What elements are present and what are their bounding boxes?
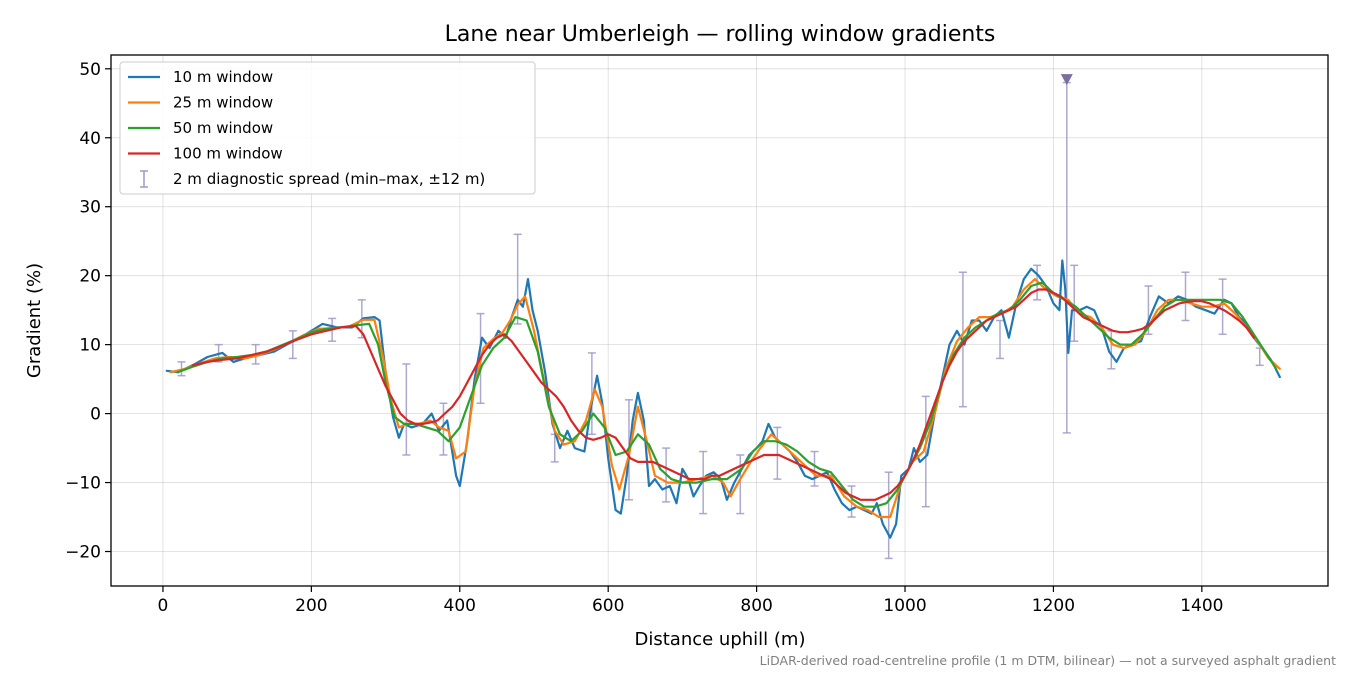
y-tick-label: 50 [79,60,101,80]
y-axis-label: Gradient (%) [24,263,45,378]
x-tick-label: 1200 [1032,596,1075,616]
y-tick-label: 30 [79,198,101,218]
error-bar [736,454,745,515]
y-tick-label: 40 [79,129,101,149]
error-bar [699,450,708,515]
error-bar [587,352,596,436]
error-bar [1218,278,1227,336]
grid-lines [111,55,1328,586]
legend-label: 100 m window [173,145,283,163]
y-tick-label: 20 [79,267,101,287]
series-line-1 [165,259,1281,539]
error-bar [288,330,297,360]
x-tick-label: 200 [295,596,327,616]
legend-label: 50 m window [173,119,273,137]
series-line-3 [176,281,1278,508]
footer-note: LiDAR-derived road-centreline profile (1… [760,653,1336,668]
x-tick-label: 1000 [883,596,926,616]
chart-title: Lane near Umberleigh — rolling window gr… [445,22,996,47]
error-bar [1181,271,1190,322]
axis-ticks: 0 200 400 600 800 1000 1200 1400 −20 −10 0 10 20 30 40… [65,60,1223,616]
x-tick-label: 0 [158,596,169,616]
error-bar [810,450,819,487]
x-tick-label: 400 [444,596,476,616]
error-bar [1062,81,1071,434]
y-tick-label: −20 [65,543,101,563]
legend-entry: 10 m window [128,68,273,86]
legend-entry: 2 m diagnostic spread (min–max, ±12 m) [140,170,485,188]
error-bar [402,363,411,456]
legend-entry: 100 m window [128,145,283,163]
error-bar [773,426,782,480]
legend-label: 2 m diagnostic spread (min–max, ±12 m) [173,170,485,188]
legend-entry: 25 m window [128,94,273,112]
x-tick-label: 1400 [1180,596,1223,616]
y-tick-label: −10 [65,474,101,494]
series-line-2 [169,278,1281,519]
y-tick-label: 0 [90,405,101,425]
legend-label: 25 m window [173,94,273,112]
axes-frame [110,54,1329,587]
legend: 10 m window 25 m window 50 m window 100 m w… [119,61,536,195]
error-bar [921,395,930,508]
legend-label: 10 m window [173,68,273,86]
x-tick-label: 600 [592,596,624,616]
outlier-marker [1060,74,1073,86]
x-axis-label: Distance uphill (m) [635,629,806,650]
legend-entry: 50 m window [128,119,273,137]
plot-area [165,74,1281,560]
error-bar [996,319,1005,360]
error-bar [1070,264,1079,342]
legend-box [119,61,536,195]
series-line-4 [191,288,1255,501]
error-bar [884,471,893,560]
y-tick-label: 10 [79,336,101,356]
error-bar [513,233,522,325]
x-tick-label: 800 [740,596,772,616]
